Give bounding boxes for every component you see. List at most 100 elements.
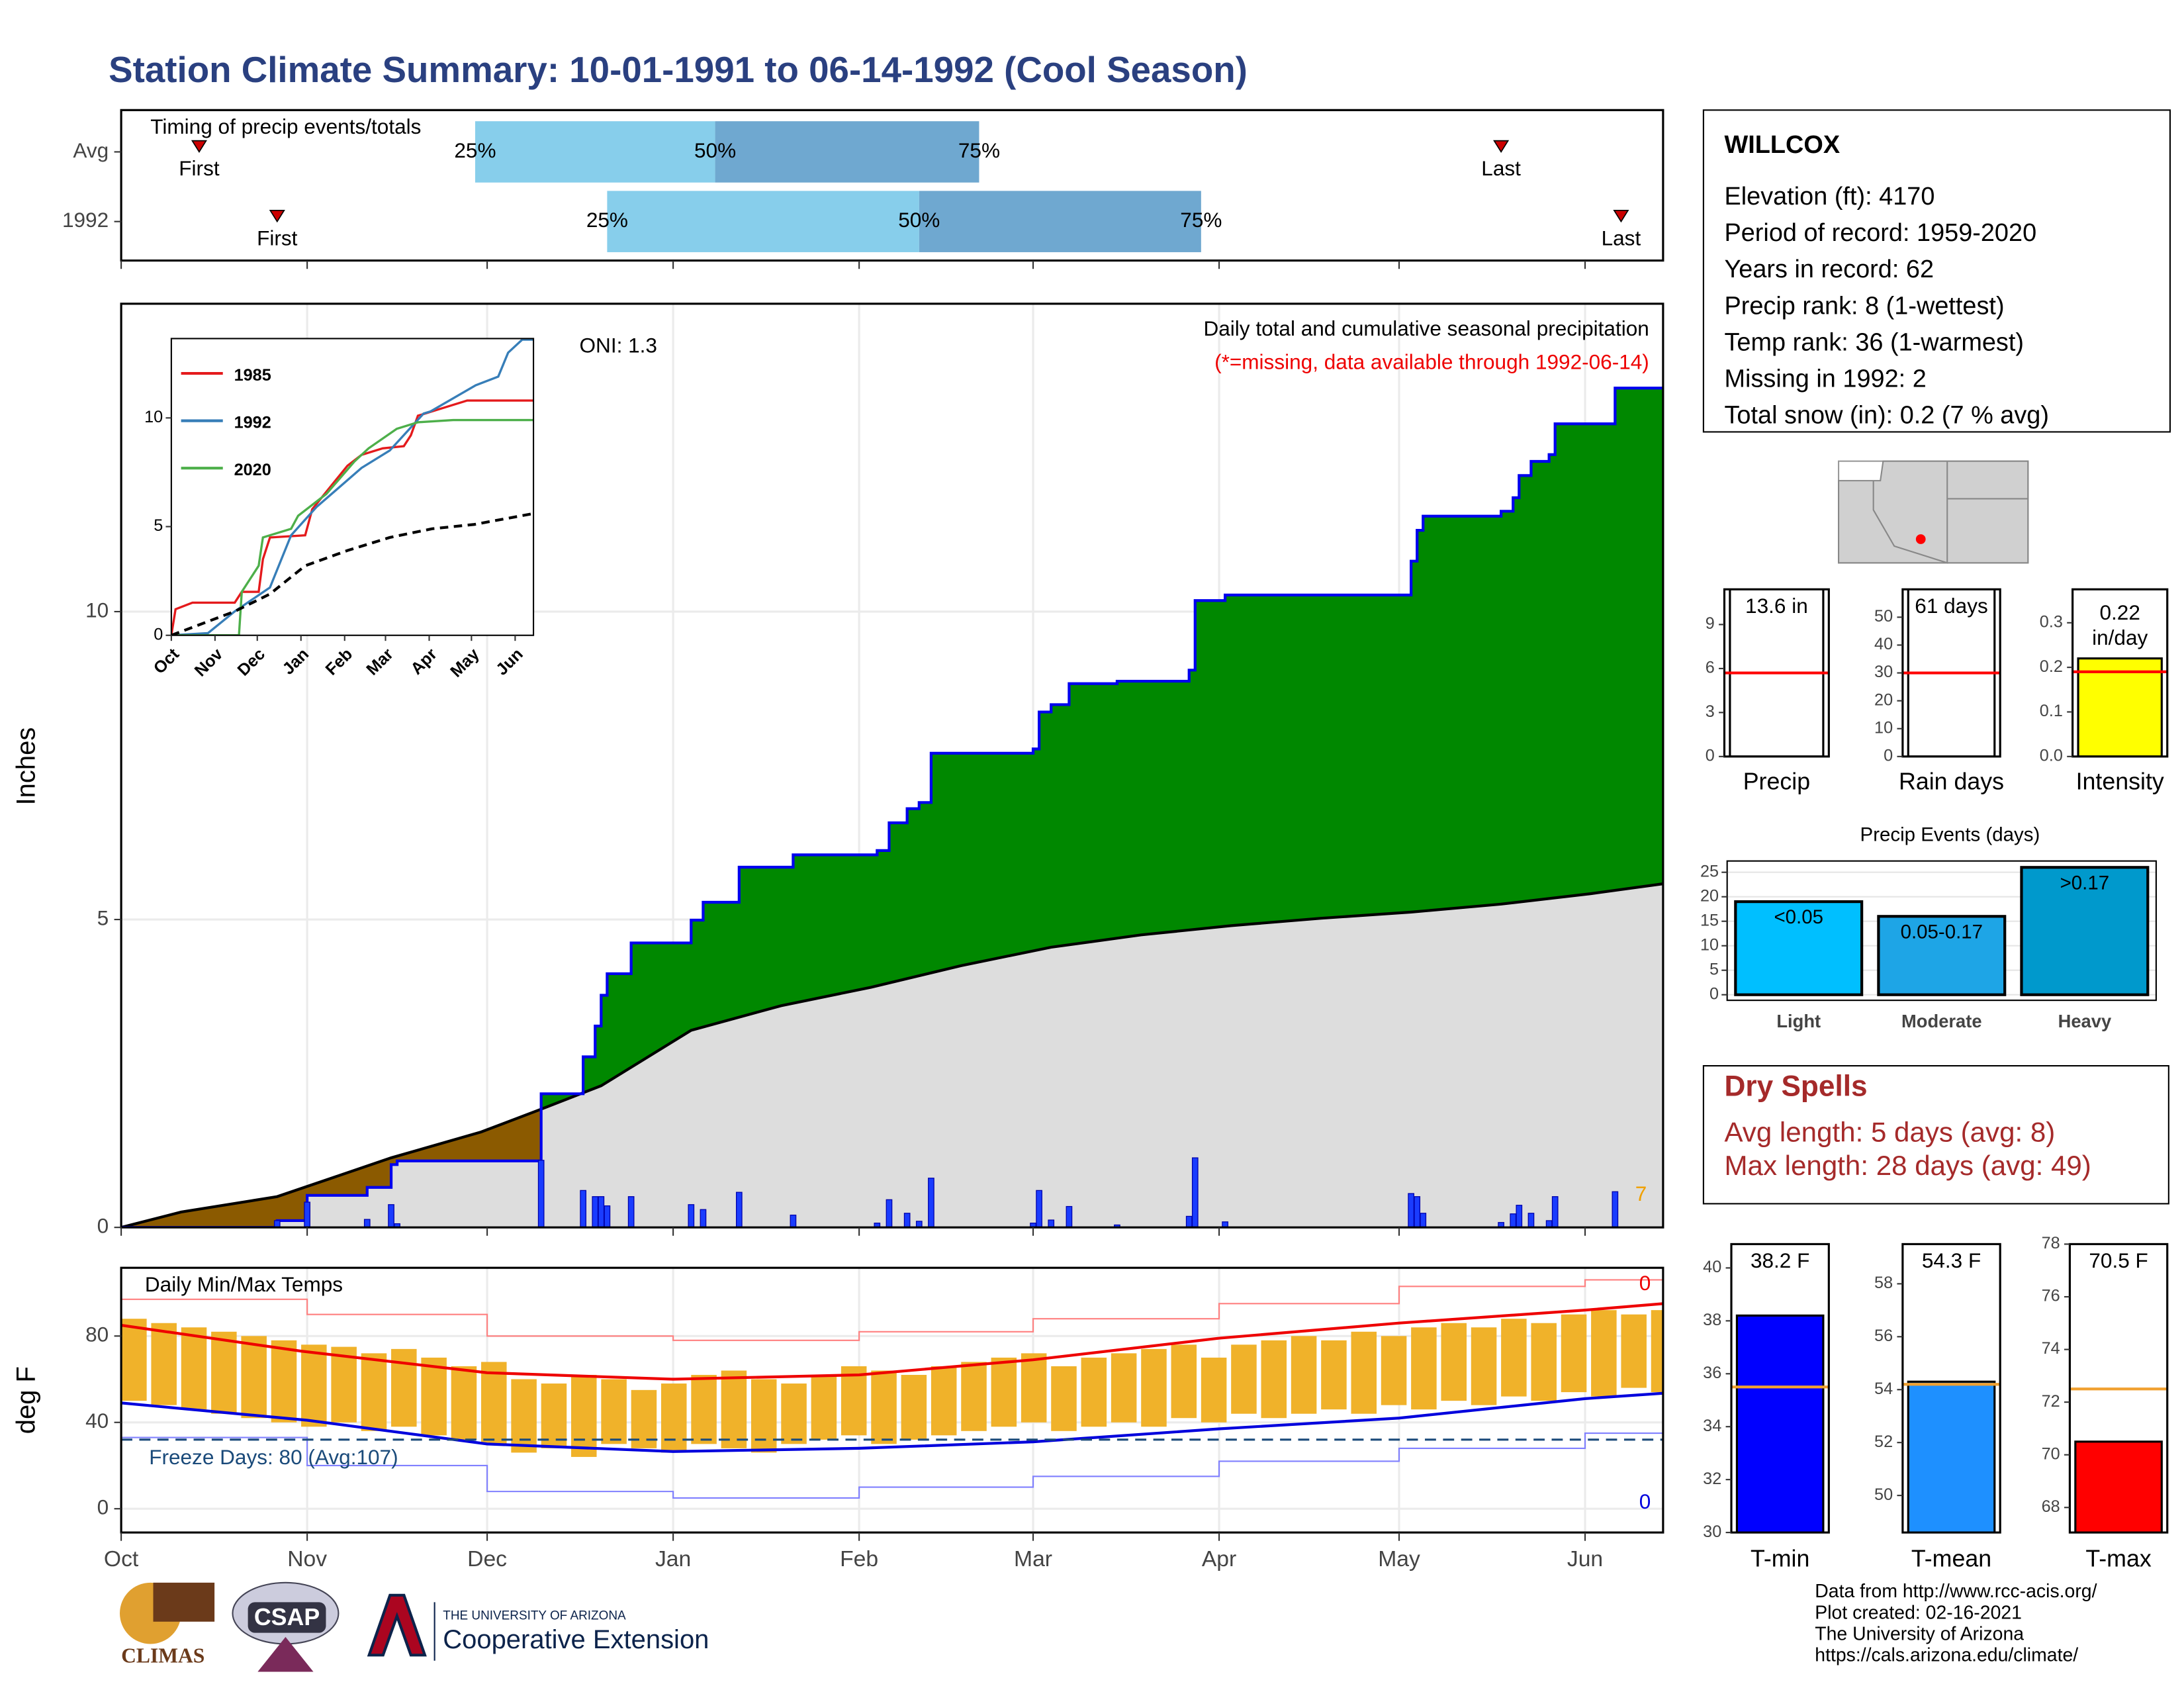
locator-map (1838, 460, 2029, 564)
chart-title: Precip Events (days) (1860, 824, 2040, 846)
bar-label: 0.05-0.17 (1901, 921, 1983, 943)
timing-marker-label: Last (1602, 226, 1641, 250)
station-line: Temp rank: 36 (1-warmest) (1724, 328, 2024, 356)
y-tick-label: 50 (1874, 607, 1893, 626)
temp-bar (361, 1353, 387, 1431)
daily-bar (627, 1196, 635, 1228)
daily-bar (1191, 1157, 1199, 1228)
y-tick-label: 0 (1709, 984, 1719, 1003)
x-axis-label: T-mean (1911, 1546, 1991, 1572)
mini-plot (2070, 1387, 2167, 1533)
record-low-count: 0 (1639, 1489, 1651, 1513)
temp-bar (901, 1374, 927, 1440)
daily-bar (1612, 1191, 1619, 1228)
quantile-label: 75% (958, 138, 1000, 162)
y-tick-label: 0.2 (2040, 657, 2063, 676)
temp-bar (660, 1383, 687, 1453)
chart-subtitle: (*=missing, data available through 1992-… (1214, 350, 1649, 374)
x-tick-label: Light (1776, 1011, 1821, 1031)
temp-bar (481, 1362, 507, 1444)
y-tick-label: 52 (1874, 1432, 1893, 1451)
timing-marker (191, 140, 207, 154)
temp-bar (1111, 1353, 1137, 1423)
x-axis-label: Rain days (1899, 768, 2004, 794)
y-tick-label: 36 (1703, 1364, 1721, 1382)
y-tick-label: 30 (1703, 1523, 1721, 1541)
y-tick-label: 9 (1706, 614, 1715, 633)
temp-bar (721, 1370, 747, 1448)
record-high-line (121, 1279, 1663, 1341)
panel-border (120, 1266, 1664, 1534)
temp-bar (691, 1374, 717, 1444)
temp-bar (1261, 1340, 1287, 1419)
daily-bar (874, 1223, 881, 1228)
y-tick-label: 34 (1703, 1417, 1721, 1435)
record-low-line (121, 1429, 1663, 1499)
y-tick-label: 0 (154, 625, 163, 643)
footer-line: https://cals.arizona.edu/climate/ (1815, 1645, 2078, 1666)
mini-plot (2072, 657, 2167, 757)
temp-bar (1591, 1310, 1617, 1397)
temp-bar (1051, 1366, 1077, 1431)
footer-line: The University of Arizona (1815, 1623, 2024, 1644)
record-high-count: 0 (1639, 1271, 1651, 1295)
x-tick-label: Moderate (1901, 1011, 1982, 1031)
y-tick-label: 30 (1874, 663, 1893, 681)
oni-annotation: ONI: 1.3 (580, 333, 657, 357)
y-tick-label: 40 (85, 1409, 109, 1432)
y-tick-label: 0 (1706, 747, 1715, 765)
x-tick-label: Nov (287, 1547, 327, 1571)
y-tick-label: 3 (1706, 702, 1715, 721)
x-axis-label: T-max (2085, 1546, 2151, 1572)
timing-marker (269, 209, 285, 223)
inset-line (171, 338, 534, 635)
timing-bar-upper (919, 191, 1201, 252)
ua-text: THE UNIVERSITY OF ARIZONA (443, 1609, 626, 1622)
daily-bar (1048, 1219, 1055, 1228)
daily-bar (688, 1204, 695, 1228)
bar-label: <0.05 (1774, 906, 1823, 928)
inset-line (171, 512, 534, 635)
daily-bar (1420, 1213, 1427, 1228)
value-label: 61 days (1915, 594, 1988, 618)
temp-bar (991, 1357, 1017, 1427)
daily-bar (1545, 1220, 1553, 1228)
daily-bar (598, 1196, 605, 1228)
mini-plot (1724, 589, 1829, 757)
timing-marker-label: Last (1481, 156, 1521, 180)
temp-bar (421, 1357, 447, 1436)
y-tick-label: 0.3 (2040, 612, 2063, 631)
timing-bar-upper (715, 121, 979, 183)
mini-plot (1902, 589, 2001, 757)
temp-bar (1291, 1336, 1317, 1414)
y-tick-label: 40 (1703, 1258, 1721, 1276)
bar (1877, 915, 2007, 996)
bar (1907, 1380, 1996, 1533)
mini-border (1730, 1243, 1830, 1534)
temp-bar (751, 1379, 777, 1453)
legend-label: 1985 (234, 366, 271, 385)
inset-plot (171, 338, 534, 635)
y-tick-label: 0 (1884, 747, 1893, 765)
y-tick-label: 80 (85, 1323, 109, 1346)
bar (1735, 1314, 1825, 1533)
temp-bar (211, 1331, 237, 1414)
temp-bar (961, 1362, 987, 1431)
value-label: 54.3 F (1922, 1248, 1981, 1272)
y-tick-label: 74 (2042, 1339, 2060, 1358)
bar (2077, 657, 2163, 757)
value-label: 38.2 F (1751, 1248, 1809, 1272)
daily-bar (1036, 1190, 1042, 1228)
inset-border (170, 338, 535, 636)
y-tick-label: 78 (2042, 1234, 2060, 1252)
temp-bar (1171, 1344, 1197, 1419)
y-tick-label: 70 (2042, 1444, 2060, 1463)
timing-marker (1493, 140, 1510, 154)
chart-title: Daily Min/Max Temps (145, 1272, 343, 1296)
footer-line: Plot created: 02-16-2021 (1815, 1602, 2022, 1623)
value-label: 13.6 in (1745, 594, 1808, 618)
y-tick-label: 58 (1874, 1274, 1893, 1292)
temp-bar (631, 1389, 657, 1448)
mini-border (2071, 588, 2169, 758)
bar (2074, 1440, 2163, 1533)
